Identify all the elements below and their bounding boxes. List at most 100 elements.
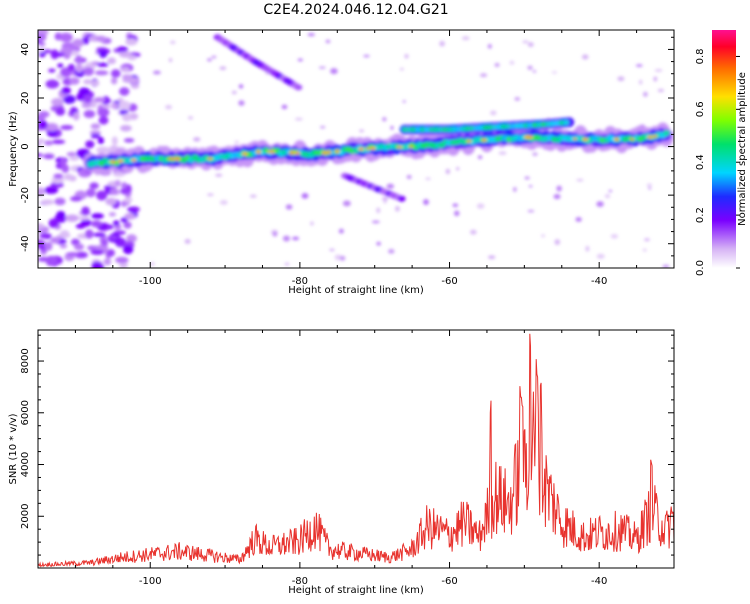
ridge-peak [335, 150, 340, 153]
noise-blob [383, 198, 387, 204]
noise-blob [97, 136, 105, 145]
spectrogram-y-tick-label: 0 [20, 143, 31, 149]
branch-core [433, 127, 440, 133]
noise-blob [99, 50, 108, 58]
noise-blob [121, 74, 133, 79]
noise-blob [122, 77, 136, 83]
noise-blob [575, 217, 582, 222]
noise-blob [95, 35, 107, 43]
noise-blob [238, 84, 244, 89]
noise-blob [150, 262, 155, 266]
snr-y-label: SNR (10 * v/v) [8, 413, 19, 484]
noise-blob [69, 156, 80, 161]
branch-core [545, 121, 552, 127]
snr-y-tick-label: 2000 [20, 504, 31, 529]
noise-blob [130, 83, 140, 89]
noise-blob [386, 183, 395, 189]
ridge-peak [371, 147, 375, 150]
noise-blob [40, 199, 55, 205]
noise-blob [45, 255, 58, 266]
ridge-peak [290, 151, 294, 154]
colorbar-tick-label: 0.0 [695, 260, 706, 276]
noise-blob [282, 235, 291, 242]
ridge-peak [171, 157, 175, 160]
noise-blob [123, 221, 132, 229]
snr-y-ticks: 2000 4000 6000 8000 [20, 334, 674, 569]
noise-blob [231, 90, 237, 95]
noise-blob [96, 190, 108, 201]
noise-blob [207, 58, 212, 62]
noise-blob [59, 230, 70, 237]
noise-blob [50, 237, 61, 244]
noise-blob [439, 40, 445, 47]
noise-blob [653, 76, 658, 82]
noise-blob [118, 100, 131, 111]
noise-blob [646, 183, 653, 187]
noise-blob [83, 79, 93, 85]
noise-blob [111, 102, 118, 110]
ridge-peak [175, 157, 180, 160]
noise-blob [272, 231, 278, 237]
noise-blob [553, 194, 561, 200]
spectrogram-x-tick-label: -60 [441, 276, 457, 287]
snr-series-line [38, 333, 674, 568]
noise-blob [514, 97, 521, 101]
noise-blob [487, 44, 492, 49]
noise-blob [51, 176, 65, 184]
ridge-peak [132, 159, 136, 162]
noise-blob [404, 53, 409, 59]
noise-blob [105, 197, 117, 206]
noise-blob [541, 234, 545, 238]
noise-blob [43, 154, 55, 159]
snr-y-tick-label: 8000 [20, 348, 31, 373]
noise-blob [126, 234, 137, 243]
branch-core [459, 126, 466, 132]
noise-blob [118, 50, 131, 58]
branch-core [482, 125, 489, 131]
branch-core [522, 122, 529, 128]
branch-core [509, 123, 516, 129]
noise-blob [124, 197, 133, 203]
noise-blob [470, 229, 477, 235]
noise-blob [168, 58, 173, 63]
ridge-peak [482, 139, 486, 142]
noise-blob [238, 100, 245, 106]
noise-blob [65, 252, 80, 257]
noise-blob [101, 104, 112, 109]
noise-blob [532, 70, 537, 73]
noise-blob [59, 32, 73, 43]
noise-blob [69, 77, 80, 85]
ridge-peak [322, 151, 327, 154]
noise-blob [50, 181, 64, 188]
branch-core [513, 123, 520, 129]
branch-core [549, 121, 556, 127]
noise-blob [108, 212, 117, 217]
noise-blob [215, 173, 223, 177]
noise-blob [81, 206, 90, 216]
ridge-peak [118, 160, 123, 163]
noise-blob [114, 179, 121, 187]
noise-blob [330, 68, 338, 75]
noise-blob [90, 123, 101, 130]
noise-blob [65, 214, 79, 222]
branch-core [428, 127, 435, 133]
noise-blob [105, 224, 114, 230]
noise-blob [91, 80, 100, 87]
noise-blob [57, 63, 64, 68]
noise-blob [452, 203, 459, 208]
noise-blob [107, 57, 117, 65]
branch-core [464, 126, 471, 132]
noise-blob [109, 188, 119, 195]
noise-blob [184, 239, 191, 244]
spectrogram-x-ticks: -100 -80 -60 -40 [37, 30, 675, 287]
ridge-peak [243, 152, 247, 155]
noise-blob [425, 177, 431, 180]
noise-blob [98, 116, 109, 125]
spectrogram-x-tick-label: -40 [591, 276, 607, 287]
noise-blob [38, 115, 46, 121]
spectrogram-frame [37, 29, 675, 269]
spectrogram-y-label: Frequency (Hz) [8, 111, 19, 187]
ridge-peak [653, 135, 657, 138]
noise-blob [83, 67, 94, 76]
noise-blob [476, 203, 485, 209]
